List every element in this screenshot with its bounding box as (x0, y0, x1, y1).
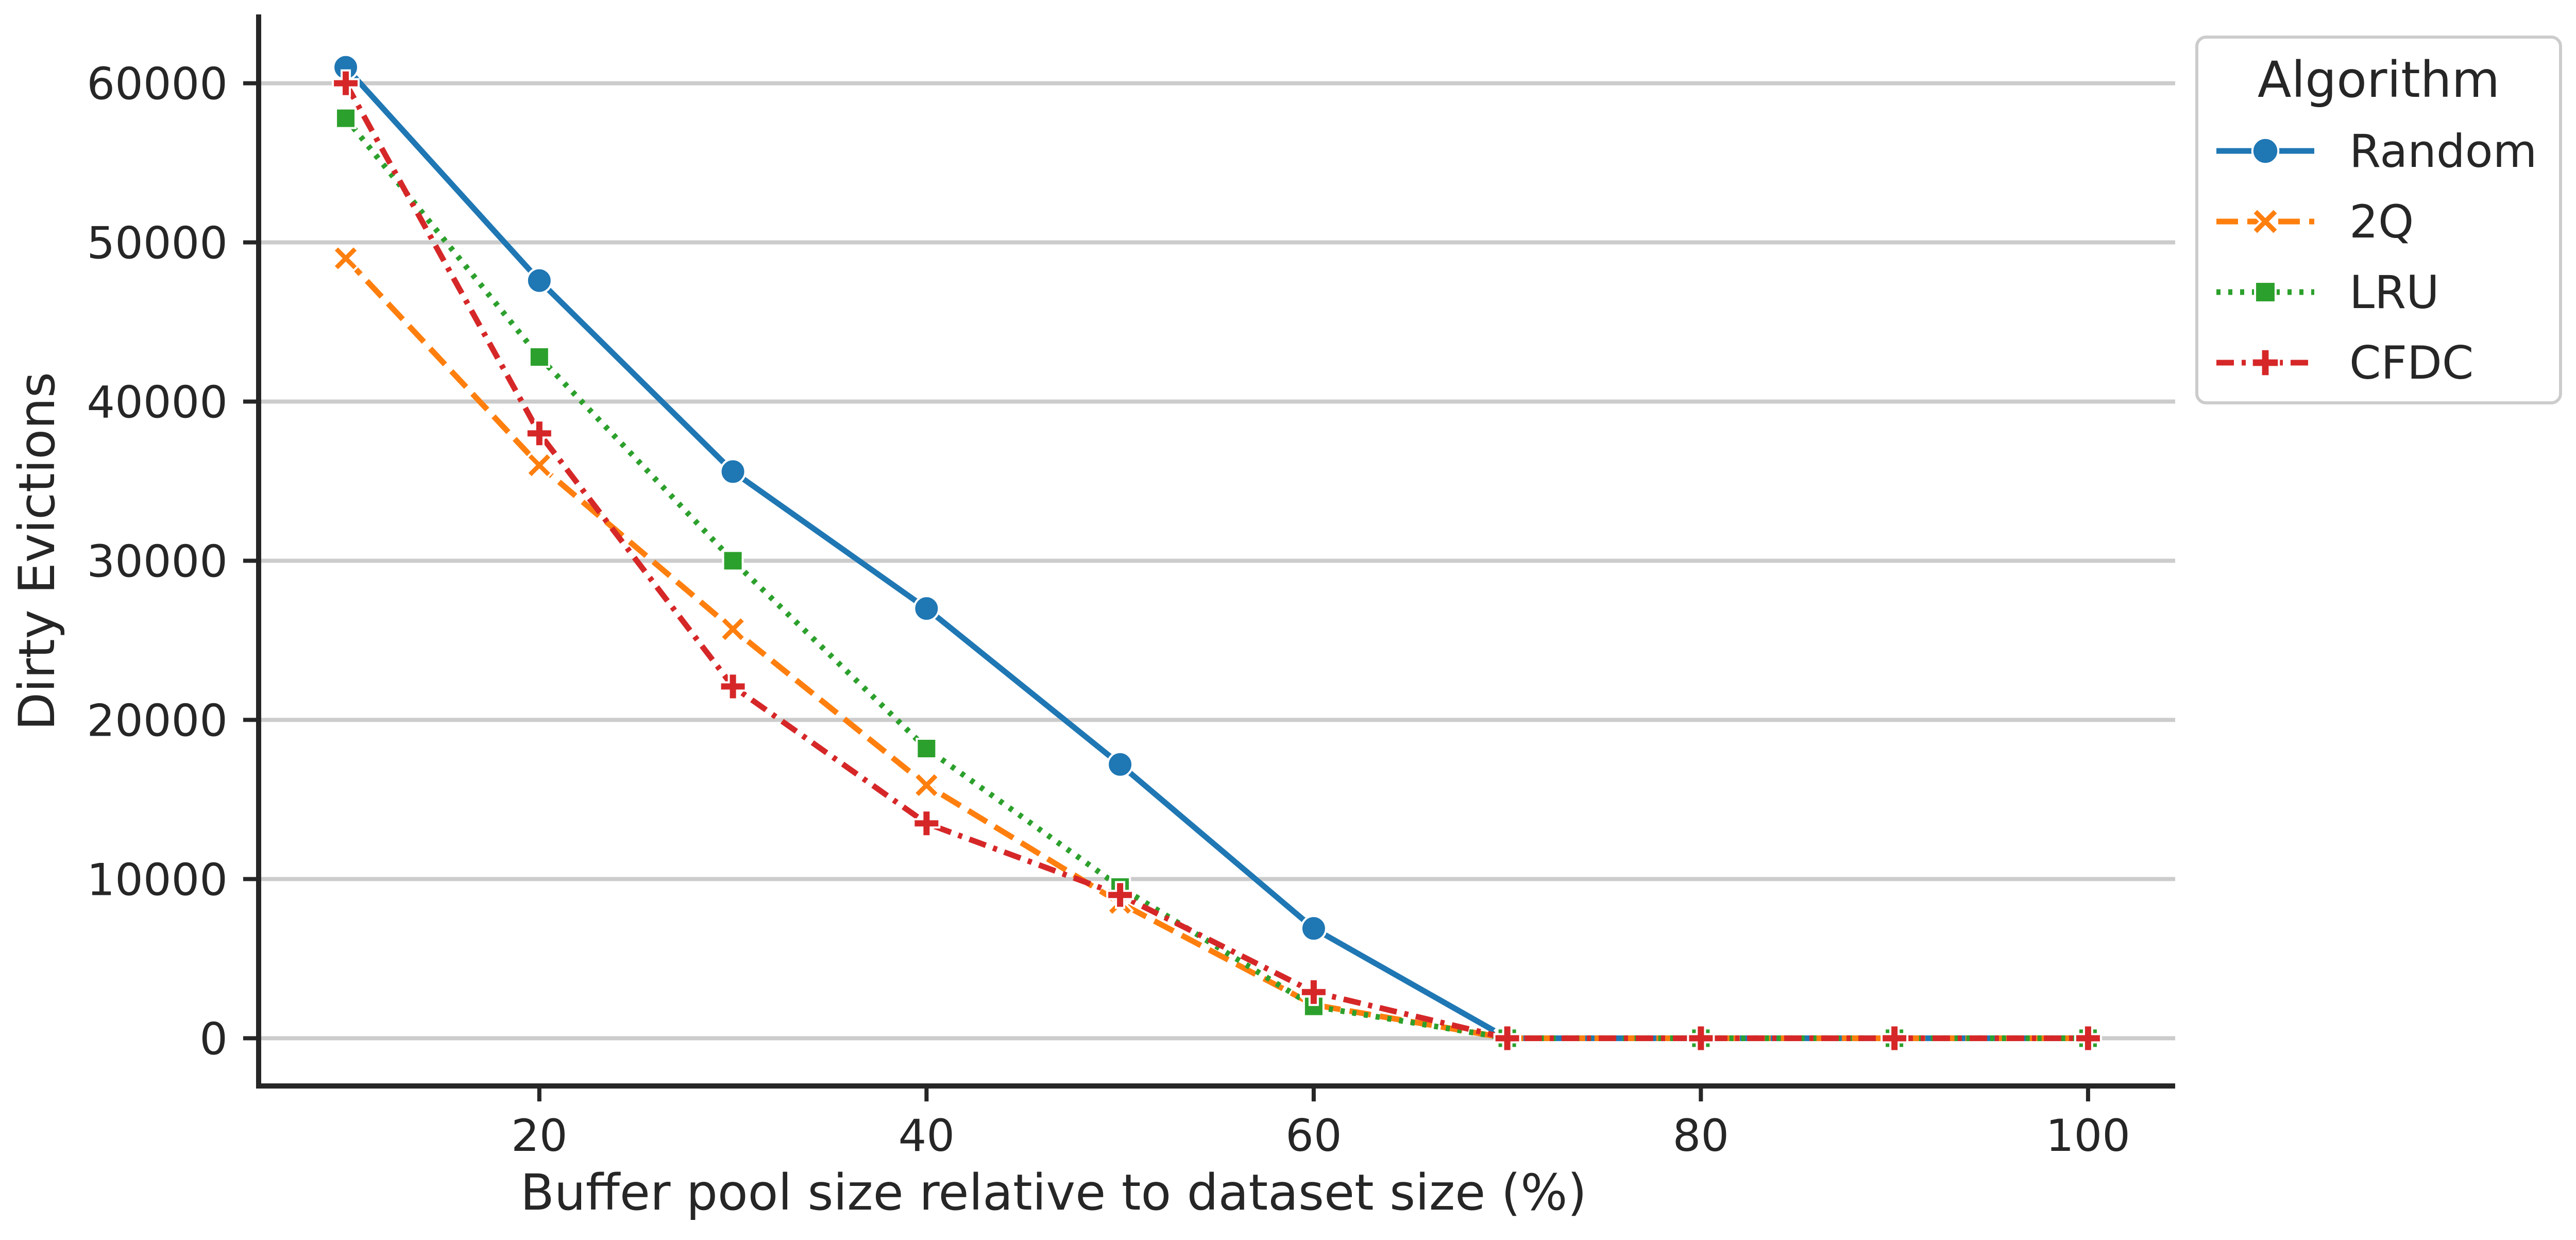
data-point-cfdc-40 (912, 809, 941, 838)
legend-label-2q: 2Q (2349, 195, 2414, 248)
y-grid (259, 81, 2175, 1041)
data-point-cfdc-90 (1880, 1024, 1909, 1052)
data-point-random-40 (913, 595, 940, 622)
y-tick-label-30000: 30000 (87, 536, 228, 587)
data-point-cfdc-20 (525, 419, 553, 448)
data-point-lru-40 (916, 738, 938, 760)
data-point-lru-20 (528, 346, 550, 368)
data-point-lru-10 (335, 107, 357, 129)
legend-marker-2q (2250, 207, 2280, 236)
data-point-cfdc-10 (332, 69, 360, 97)
data-point-lru-30 (722, 550, 744, 572)
legend-items: Random 2Q LRU CFDC (2216, 125, 2537, 389)
x-tick-label-20: 20 (511, 1110, 567, 1162)
data-point-2q-20 (526, 451, 553, 479)
legend-label-random: Random (2349, 125, 2537, 178)
y-tick-label-60000: 60000 (87, 59, 228, 110)
data-point-2q-40 (912, 771, 941, 799)
legend-item-2q: 2Q (2216, 195, 2414, 248)
data-point-cfdc-100 (2074, 1024, 2102, 1052)
series-line-lru (343, 116, 2088, 1041)
series-line-cfdc (343, 81, 2088, 1041)
y-tick-label-20000: 20000 (87, 695, 228, 746)
data-point-random-50 (1107, 751, 1134, 778)
legend-label-lru: LRU (2349, 266, 2439, 319)
x-ticks: 20 40 60 80 100 (511, 1086, 2130, 1162)
x-tick-label-80: 80 (1673, 1110, 1729, 1162)
data-point-2q-30 (719, 615, 747, 643)
x-axis-title: Buffer pool size relative to dataset siz… (520, 1164, 1587, 1221)
legend-marker-lru (2254, 281, 2277, 303)
legend-title: Algorithm (2258, 51, 2500, 109)
y-tick-label-50000: 50000 (87, 218, 228, 269)
y-ticks: 0 10000 20000 30000 40000 50000 60000 (87, 59, 259, 1065)
data-point-random-30 (719, 458, 747, 485)
data-point-cfdc-60 (1299, 978, 1328, 1006)
y-tick-label-0: 0 (199, 1013, 228, 1065)
legend: Algorithm Random 2Q LRU CFDC (2195, 36, 2562, 404)
x-tick-label-100: 100 (2046, 1110, 2130, 1162)
legend-item-lru: LRU (2216, 266, 2439, 319)
data-point-cfdc-50 (1106, 881, 1134, 909)
data-point-2q-10 (332, 244, 360, 273)
data-point-cfdc-30 (719, 672, 747, 701)
y-tick-label-40000: 40000 (87, 377, 228, 428)
data-point-random-20 (526, 267, 553, 294)
data-point-cfdc-70 (1493, 1024, 1521, 1052)
y-axis-title: Dirty Evictions (8, 372, 66, 731)
x-tick-label-60: 60 (1285, 1110, 1342, 1162)
legend-item-cfdc: CFDC (2216, 336, 2473, 389)
y-tick-label-10000: 10000 (87, 854, 228, 906)
legend-marker-random (2251, 137, 2280, 165)
x-tick-label-40: 40 (899, 1110, 955, 1162)
series-markers (332, 54, 2102, 1052)
legend-marker-cfdc (2250, 348, 2280, 378)
legend-label-cfdc: CFDC (2349, 336, 2473, 389)
data-point-cfdc-80 (1687, 1024, 1715, 1052)
data-point-random-60 (1300, 915, 1327, 942)
legend-item-random: Random (2216, 125, 2537, 178)
series-lines (343, 65, 2088, 1041)
legend-frame (2195, 36, 2562, 404)
